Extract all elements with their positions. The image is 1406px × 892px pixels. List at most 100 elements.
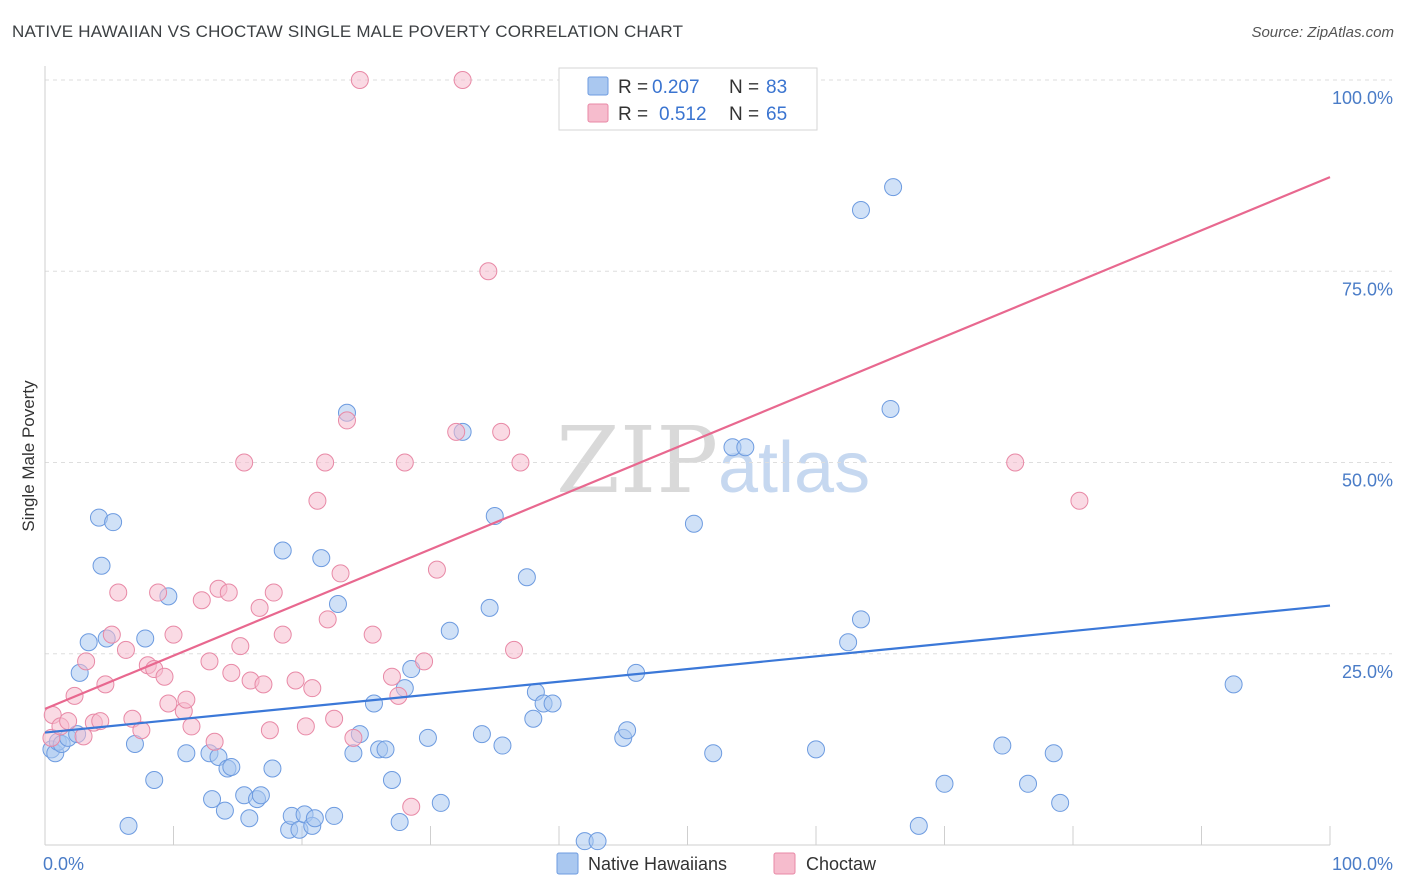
legend-top: R = 0.207 N = 83 R = 0.512 N = 65 <box>558 67 818 131</box>
point-choctaw <box>492 422 511 441</box>
y-axis-label: Single Male Poverty <box>19 380 38 532</box>
trend-lines <box>44 176 1331 734</box>
point-choctaw <box>286 671 305 690</box>
point-native-hawaiian <box>215 801 234 820</box>
point-native-hawaiian <box>145 770 164 789</box>
point-native-hawaiian <box>119 816 138 835</box>
point-choctaw <box>427 560 446 579</box>
x-tick-label: 100.0% <box>1332 854 1393 874</box>
point-choctaw <box>235 453 254 472</box>
legend-r-label-hawaiian: R = <box>618 77 648 98</box>
point-native-hawaiian <box>493 736 512 755</box>
legend-n-value-hawaiian: 83 <box>766 77 787 98</box>
point-native-hawaiian <box>376 740 395 759</box>
point-native-hawaiian <box>240 809 259 828</box>
point-choctaw <box>479 262 498 281</box>
point-native-hawaiian <box>543 694 562 713</box>
point-choctaw <box>325 709 344 728</box>
point-choctaw <box>511 453 530 472</box>
trend-line-choctaw <box>44 176 1331 710</box>
point-native-hawaiian <box>909 816 928 835</box>
point-choctaw <box>91 712 110 731</box>
point-native-hawaiian <box>344 744 363 763</box>
data-points <box>42 71 1243 851</box>
point-choctaw <box>505 640 524 659</box>
point-choctaw <box>149 583 168 602</box>
point-choctaw <box>192 591 211 610</box>
legend-r-value-choctaw: 0.512 <box>659 104 707 125</box>
point-native-hawaiian <box>935 774 954 793</box>
point-choctaw <box>303 679 322 698</box>
grid <box>45 79 1392 655</box>
point-choctaw <box>219 583 238 602</box>
point-native-hawaiian <box>328 595 347 614</box>
point-native-hawaiian <box>364 694 383 713</box>
x-tick-labels: 0.0% 100.0% <box>43 854 1393 874</box>
point-choctaw <box>155 667 174 686</box>
bottom-legend-swatch-choctaw <box>773 852 796 875</box>
legend-n-value-choctaw: 65 <box>766 104 787 125</box>
legend-bottom: Native Hawaiians Choctaw <box>556 852 877 875</box>
point-native-hawaiian <box>79 633 98 652</box>
point-native-hawaiian <box>524 709 543 728</box>
y-tick-label: 100.0% <box>1332 88 1393 108</box>
point-native-hawaiian <box>851 201 870 220</box>
legend-swatch-hawaiian <box>587 76 609 96</box>
point-native-hawaiian <box>440 621 459 640</box>
point-choctaw <box>164 625 183 644</box>
point-native-hawaiian <box>884 178 903 197</box>
point-native-hawaiian <box>104 513 123 532</box>
point-choctaw <box>254 675 273 694</box>
point-choctaw <box>337 411 356 430</box>
point-native-hawaiian <box>263 759 282 778</box>
point-choctaw <box>318 610 337 629</box>
point-choctaw <box>231 637 250 656</box>
trend-line-native-hawaiian <box>44 604 1331 734</box>
point-native-hawaiian <box>1051 793 1070 812</box>
point-native-hawaiian <box>1224 675 1243 694</box>
point-native-hawaiian <box>325 806 344 825</box>
legend-swatch-choctaw <box>587 103 609 123</box>
point-native-hawaiian <box>312 549 331 568</box>
legend-n-label-hawaiian: N = <box>729 77 759 98</box>
y-tick-label: 75.0% <box>1342 279 1393 299</box>
point-native-hawaiian <box>472 725 491 744</box>
point-choctaw <box>316 453 335 472</box>
point-choctaw <box>222 663 241 682</box>
point-native-hawaiian <box>418 728 437 747</box>
point-choctaw <box>177 690 196 709</box>
y-tick-label: 50.0% <box>1342 471 1393 491</box>
point-native-hawaiian <box>305 809 324 828</box>
point-choctaw <box>182 717 201 736</box>
point-native-hawaiian <box>92 556 111 575</box>
chart-title: NATIVE HAWAIIAN VS CHOCTAW SINGLE MALE P… <box>12 22 684 41</box>
bottom-legend-label-hawaiian: Native Hawaiians <box>588 854 727 874</box>
point-native-hawaiian <box>222 757 241 776</box>
watermark: ZIP atlas <box>556 407 870 514</box>
point-choctaw <box>402 797 421 816</box>
point-choctaw <box>205 732 224 751</box>
bottom-legend-swatch-hawaiian <box>556 852 579 875</box>
point-choctaw <box>382 667 401 686</box>
point-choctaw <box>308 491 327 510</box>
point-choctaw <box>453 71 472 89</box>
point-choctaw <box>395 453 414 472</box>
point-choctaw <box>447 422 466 441</box>
point-native-hawaiian <box>203 790 222 809</box>
point-choctaw <box>102 625 121 644</box>
y-tick-labels: 25.0% 50.0% 75.0% 100.0% <box>1332 88 1393 682</box>
point-native-hawaiian <box>480 598 499 617</box>
point-choctaw <box>1006 453 1025 472</box>
point-choctaw <box>389 686 408 705</box>
point-choctaw <box>159 694 178 713</box>
point-native-hawaiian <box>273 541 292 560</box>
point-native-hawaiian <box>704 744 723 763</box>
point-native-hawaiian <box>1044 744 1063 763</box>
y-tick-label: 25.0% <box>1342 662 1393 682</box>
point-native-hawaiian <box>177 744 196 763</box>
point-choctaw <box>77 652 96 671</box>
point-native-hawaiian <box>807 740 825 759</box>
point-native-hawaiian <box>136 629 155 648</box>
point-native-hawaiian <box>881 399 900 418</box>
